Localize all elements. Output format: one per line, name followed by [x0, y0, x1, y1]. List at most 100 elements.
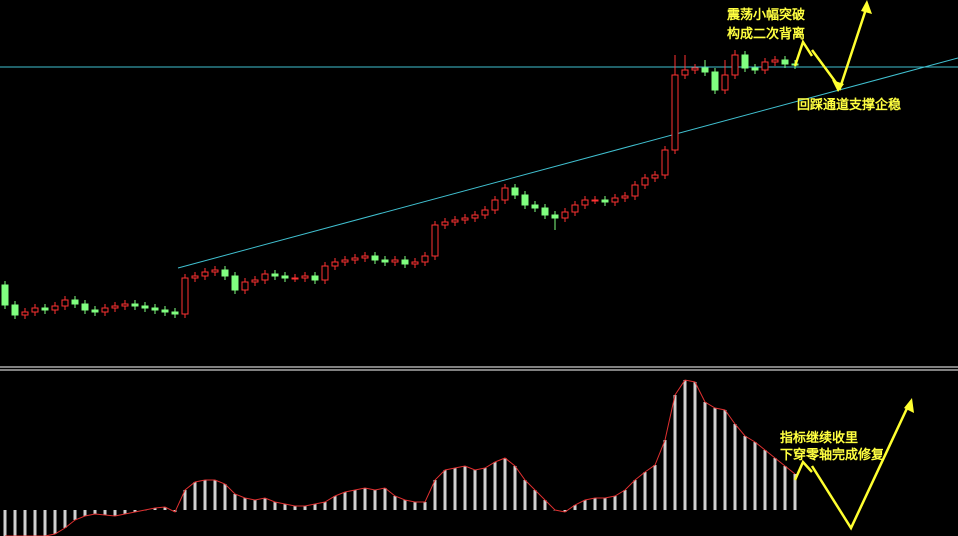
- histogram-bar: [443, 470, 447, 510]
- histogram-bar: [273, 502, 277, 510]
- candle-body: [261, 273, 269, 281]
- histogram-bar: [433, 480, 437, 510]
- candle-body: [21, 311, 29, 316]
- candle-body: [761, 61, 769, 71]
- histogram-bar: [763, 450, 767, 510]
- arrow-head: [832, 80, 844, 92]
- histogram-bar: [663, 440, 667, 510]
- candle-body: [471, 214, 479, 219]
- candle-body: [211, 269, 219, 273]
- histogram-bar: [113, 510, 117, 516]
- candle-body: [561, 211, 569, 219]
- arrow: [810, 5, 869, 91]
- histogram-bar: [43, 510, 47, 536]
- candle-body: [511, 187, 519, 196]
- histogram-bar: [723, 410, 727, 510]
- candle-body: [681, 69, 689, 76]
- candle-body: [231, 275, 239, 291]
- histogram-bar: [313, 504, 317, 510]
- candle-body: [411, 261, 419, 265]
- histogram-bar: [503, 458, 507, 510]
- candle-body: [771, 59, 779, 63]
- histogram-bar: [573, 505, 577, 510]
- candle-body: [91, 309, 99, 313]
- trend-line: [177, 57, 958, 269]
- histogram-bar: [423, 502, 427, 510]
- histogram-bar: [583, 500, 587, 510]
- histogram-bar: [753, 442, 757, 510]
- histogram-bar: [183, 490, 187, 510]
- candle-body: [641, 177, 649, 186]
- candle-body: [301, 275, 309, 279]
- candle-body: [141, 305, 149, 309]
- histogram-bar: [223, 484, 227, 510]
- candle-body: [281, 275, 289, 279]
- histogram-bar: [713, 408, 717, 510]
- histogram-bar: [523, 480, 527, 510]
- arrow: [793, 459, 813, 481]
- histogram-bar: [213, 480, 217, 510]
- histogram-bar: [383, 488, 387, 510]
- candle-body: [461, 217, 469, 221]
- candle-body: [751, 67, 759, 71]
- arrow-head: [904, 398, 914, 413]
- candle-body: [221, 269, 229, 277]
- candle-body: [381, 259, 389, 263]
- histogram-bar: [153, 508, 157, 510]
- histogram-bar: [33, 510, 37, 536]
- candle-body: [691, 67, 699, 71]
- candle-body: [621, 195, 629, 199]
- candle-body: [481, 209, 489, 216]
- candle-body: [491, 199, 499, 211]
- candles: [1, 50, 799, 319]
- histogram-bar: [513, 466, 517, 510]
- candle-body: [361, 255, 369, 259]
- annotation: 下穿零轴完成修复: [780, 447, 885, 463]
- histogram-bar: [393, 496, 397, 510]
- candle-body: [741, 54, 749, 69]
- histogram-bar: [283, 504, 287, 510]
- histogram-bar: [343, 492, 347, 510]
- histogram-bar: [353, 490, 357, 510]
- histogram-bar: [673, 395, 677, 510]
- candle-body: [661, 149, 669, 176]
- candle-body: [441, 221, 449, 226]
- histogram-bar: [653, 465, 657, 510]
- annotation: 震荡小幅突破: [726, 7, 805, 23]
- candle-body: [711, 71, 719, 91]
- histogram-bar: [773, 458, 777, 510]
- histogram-bar: [543, 500, 547, 510]
- candle-body: [131, 303, 139, 307]
- candle-body: [311, 275, 319, 281]
- candle-body: [41, 307, 49, 311]
- candle-body: [121, 303, 129, 307]
- histogram-bar: [73, 510, 77, 520]
- candle-body: [631, 184, 639, 197]
- candle-body: [11, 304, 19, 316]
- histogram-bar: [203, 480, 207, 510]
- histogram-bar: [533, 490, 537, 510]
- candle-body: [581, 199, 589, 206]
- candle-body: [251, 279, 259, 283]
- candle-body: [181, 277, 189, 315]
- candle-body: [531, 204, 539, 209]
- histogram-bar: [463, 466, 467, 510]
- macd-panel: [3, 379, 797, 536]
- histogram-bar: [243, 498, 247, 510]
- histogram-bar: [743, 436, 747, 510]
- histogram-bar: [693, 382, 697, 510]
- histogram-bar: [123, 510, 127, 514]
- histogram-bar: [593, 498, 597, 510]
- candle-body: [781, 59, 789, 65]
- histogram-bar: [83, 510, 87, 516]
- histogram-bar: [483, 468, 487, 510]
- histogram-outline: [5, 379, 796, 536]
- candle-body: [551, 214, 559, 219]
- candle-body: [571, 204, 579, 213]
- histogram-bar: [13, 510, 17, 536]
- histogram-bar: [193, 482, 197, 510]
- candle-body: [101, 307, 109, 313]
- histogram-bar: [733, 424, 737, 510]
- histogram-bar: [613, 496, 617, 510]
- histogram-bar: [793, 474, 797, 510]
